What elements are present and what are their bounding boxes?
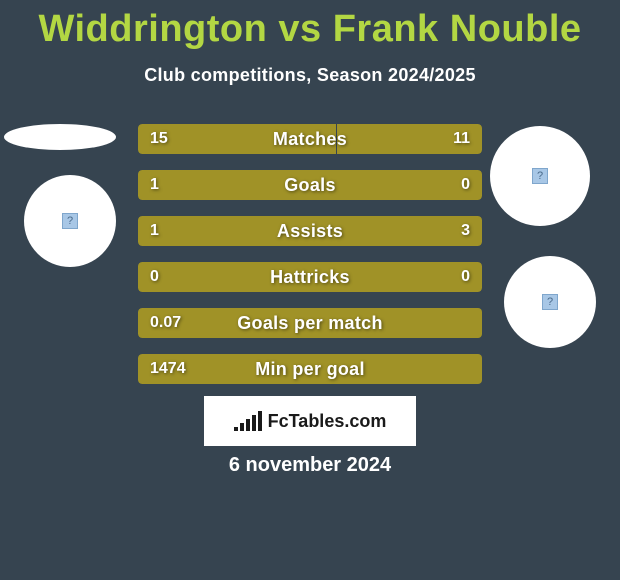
stat-row: 13Assists	[138, 216, 482, 246]
fctables-icon	[234, 411, 262, 431]
player-left-ellipse	[4, 124, 116, 150]
stat-label: Goals	[138, 170, 482, 200]
stat-row: 0.07Goals per match	[138, 308, 482, 338]
player-right-avatar-top: ?	[490, 126, 590, 226]
footer-brand-box: FcTables.com	[204, 396, 416, 446]
stat-row: 00Hattricks	[138, 262, 482, 292]
stat-row: 10Goals	[138, 170, 482, 200]
placeholder-icon: ?	[542, 294, 558, 310]
stat-label: Matches	[138, 124, 482, 154]
comparison-subtitle: Club competitions, Season 2024/2025	[0, 65, 620, 86]
stat-label: Assists	[138, 216, 482, 246]
stat-label: Min per goal	[138, 354, 482, 384]
player-left-avatar: ?	[24, 175, 116, 267]
stats-bars: 1511Matches 10Goals 13Assists 00Hattricks 0.…	[138, 124, 482, 400]
stat-row: 1474Min per goal	[138, 354, 482, 384]
stat-row: 1511Matches	[138, 124, 482, 154]
comparison-date: 6 november 2024	[0, 454, 620, 477]
stat-label: Goals per match	[138, 308, 482, 338]
stat-label: Hattricks	[138, 262, 482, 292]
player-right-avatar-bottom: ?	[504, 256, 596, 348]
placeholder-icon: ?	[62, 213, 78, 229]
placeholder-icon: ?	[532, 168, 548, 184]
comparison-title: Widdrington vs Frank Nouble	[0, 0, 620, 51]
footer-brand-text: FcTables.com	[268, 411, 387, 432]
